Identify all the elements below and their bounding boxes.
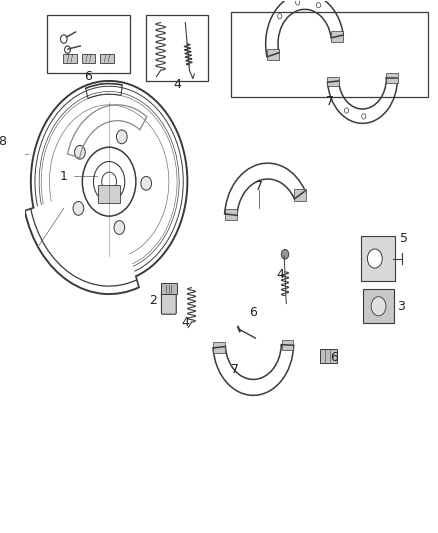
FancyBboxPatch shape (225, 209, 237, 221)
FancyBboxPatch shape (231, 12, 428, 97)
Text: 7: 7 (325, 94, 333, 108)
FancyBboxPatch shape (146, 14, 208, 81)
Circle shape (362, 114, 366, 119)
FancyBboxPatch shape (82, 54, 95, 63)
Circle shape (114, 221, 125, 235)
FancyBboxPatch shape (98, 185, 120, 203)
Text: 4: 4 (276, 268, 284, 281)
Text: 4: 4 (181, 316, 189, 329)
FancyBboxPatch shape (361, 236, 395, 281)
FancyBboxPatch shape (213, 342, 225, 352)
FancyBboxPatch shape (100, 54, 113, 63)
Text: 6: 6 (85, 70, 92, 83)
Circle shape (141, 176, 152, 190)
FancyBboxPatch shape (47, 14, 130, 73)
FancyBboxPatch shape (386, 74, 398, 83)
Circle shape (281, 249, 289, 259)
Circle shape (371, 297, 386, 316)
Text: 6: 6 (249, 306, 257, 319)
Text: 8: 8 (0, 135, 6, 148)
Text: 4: 4 (173, 78, 181, 91)
FancyBboxPatch shape (332, 31, 343, 42)
FancyBboxPatch shape (7, 148, 21, 162)
Circle shape (73, 201, 84, 215)
Text: 1: 1 (60, 170, 68, 183)
FancyBboxPatch shape (162, 291, 176, 314)
Circle shape (296, 0, 300, 5)
Circle shape (344, 108, 349, 113)
Text: 5: 5 (399, 232, 407, 245)
FancyBboxPatch shape (282, 340, 293, 350)
Circle shape (278, 14, 282, 19)
FancyBboxPatch shape (327, 77, 339, 86)
Text: 3: 3 (397, 300, 405, 313)
FancyBboxPatch shape (321, 349, 336, 363)
Circle shape (74, 146, 85, 159)
Text: 2: 2 (149, 294, 157, 308)
Circle shape (117, 130, 127, 144)
FancyBboxPatch shape (161, 284, 177, 294)
FancyBboxPatch shape (363, 289, 394, 322)
FancyBboxPatch shape (64, 54, 77, 63)
Text: 7: 7 (231, 364, 239, 376)
Circle shape (367, 249, 382, 268)
FancyBboxPatch shape (267, 50, 279, 60)
Text: 7: 7 (255, 181, 264, 193)
Text: 6: 6 (330, 351, 338, 364)
Circle shape (316, 3, 321, 8)
FancyBboxPatch shape (294, 189, 306, 201)
